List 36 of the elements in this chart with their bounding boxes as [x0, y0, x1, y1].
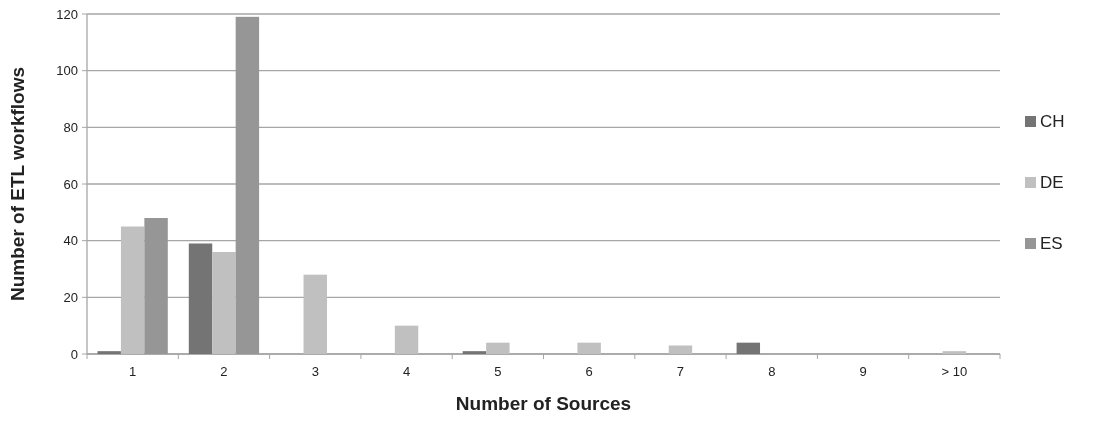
bar — [235, 16, 260, 354]
bar — [144, 218, 168, 354]
y-tick-label: 100 — [56, 63, 78, 79]
y-tick-label: 40 — [63, 233, 78, 249]
bar — [120, 226, 145, 354]
x-tick-label: 4 — [402, 364, 411, 379]
legend-label: DE — [1040, 173, 1064, 192]
bar — [486, 342, 510, 354]
y-axis-title: Number of ETL workflows — [7, 66, 28, 302]
x-tick-label: 5 — [494, 364, 502, 379]
bar — [736, 342, 761, 354]
bar — [212, 252, 236, 354]
bar — [577, 342, 601, 354]
bar — [97, 351, 121, 354]
x-tick-label: > 10 — [941, 364, 968, 379]
legend-label: CH — [1040, 112, 1065, 131]
x-tick-label: 8 — [768, 364, 776, 379]
legend-label: ES — [1040, 234, 1063, 253]
y-tick-label: 120 — [56, 6, 78, 22]
y-tick-label: 80 — [63, 119, 78, 135]
x-axis-title: Number of Sources — [455, 393, 632, 414]
bar — [462, 351, 487, 354]
x-tick-label: 9 — [859, 364, 867, 379]
y-tick-label: 60 — [63, 176, 78, 192]
bar — [188, 243, 213, 354]
x-tick-label: 1 — [129, 364, 137, 379]
x-tick-label: 2 — [220, 364, 228, 379]
x-tick-label: 6 — [585, 364, 593, 379]
bar — [394, 325, 419, 354]
x-tick-label: 7 — [676, 364, 685, 379]
y-tick-label: 20 — [63, 289, 78, 305]
y-tick-label: 0 — [70, 346, 78, 362]
bar — [303, 274, 327, 354]
bar — [942, 351, 967, 354]
x-tick-label: 3 — [311, 364, 319, 379]
bar — [668, 345, 693, 354]
